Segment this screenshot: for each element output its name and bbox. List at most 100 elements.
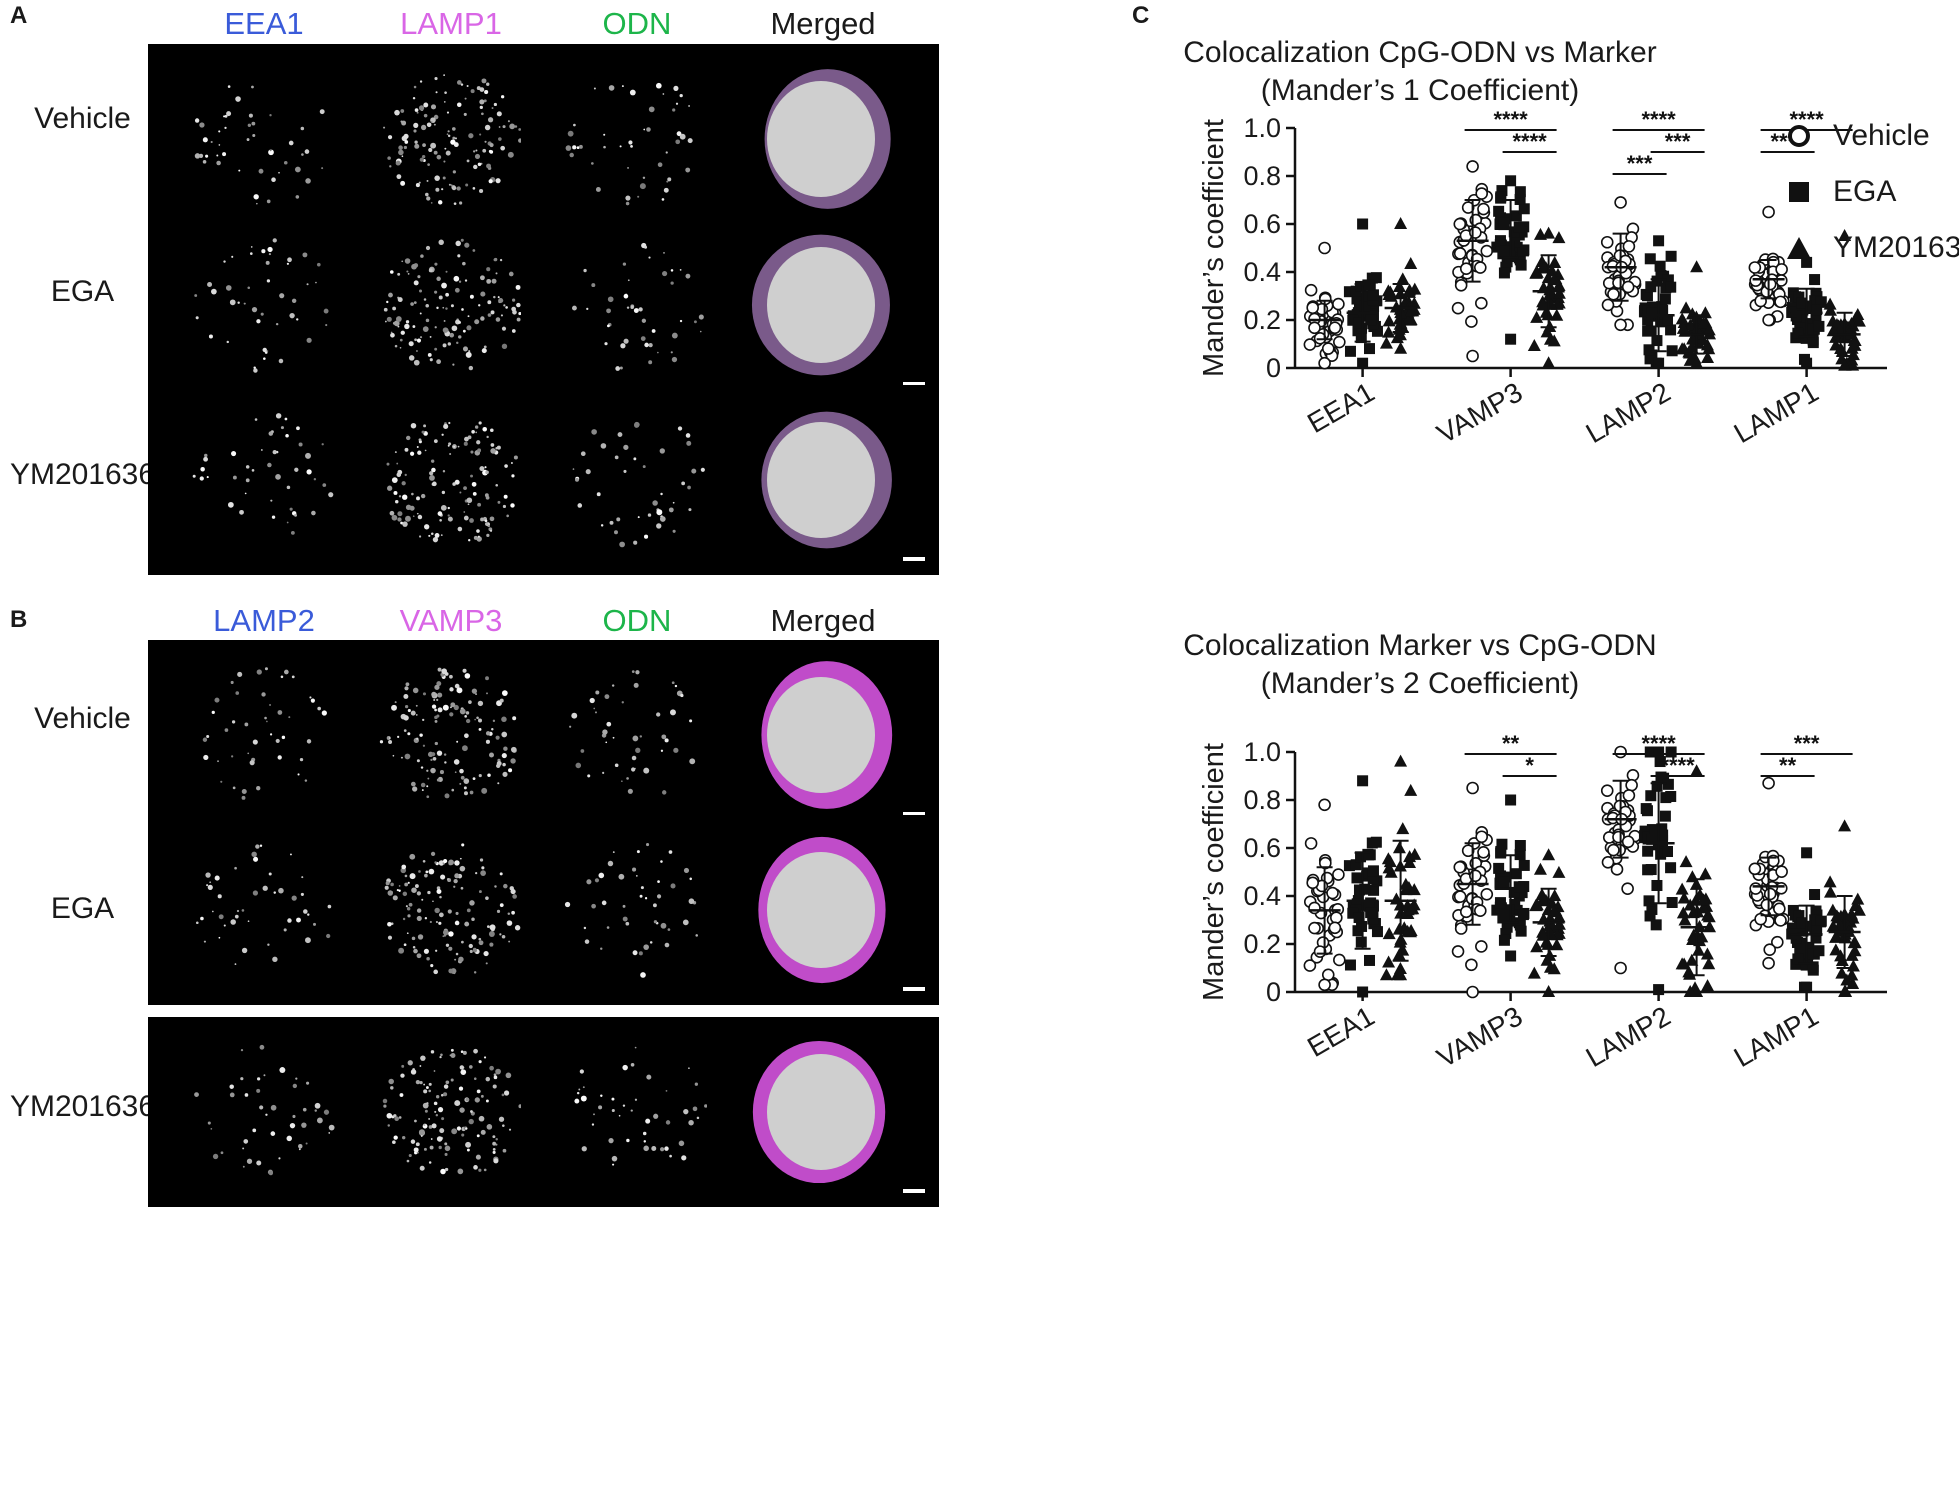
data-point — [1838, 819, 1852, 832]
data-point — [1326, 886, 1339, 900]
data-point — [1662, 274, 1674, 286]
data-point — [1514, 840, 1526, 852]
data-point — [1542, 226, 1556, 239]
data-point — [1646, 833, 1658, 845]
data-point — [1665, 281, 1677, 293]
data-point — [1318, 978, 1331, 992]
x-tick-label: LAMP2 — [1581, 1000, 1676, 1073]
data-point — [1666, 896, 1678, 908]
data-point — [1552, 286, 1566, 299]
data-point — [1359, 300, 1371, 312]
data-point — [1762, 313, 1775, 327]
data-point — [1846, 959, 1860, 972]
chart-title: Colocalization CpG-ODN vs Marker — [1183, 40, 1656, 69]
data-point — [1702, 910, 1716, 923]
data-point — [1552, 917, 1566, 930]
data-point — [1644, 353, 1656, 365]
data-point — [1642, 864, 1654, 876]
data-point — [1344, 959, 1356, 971]
data-point — [1364, 954, 1376, 966]
data-point — [1379, 968, 1393, 981]
panel-b-col-4: Merged — [770, 603, 876, 638]
data-point — [1401, 924, 1415, 937]
y-tick-label: 1.0 — [1243, 113, 1281, 143]
data-point — [1542, 848, 1556, 861]
data-point — [1829, 330, 1843, 343]
data-point — [1505, 333, 1517, 345]
data-point — [1404, 304, 1418, 317]
data-point — [1642, 845, 1654, 857]
data-point — [1655, 316, 1667, 328]
data-point — [1401, 313, 1415, 326]
data-point — [1543, 320, 1557, 333]
data-point — [1465, 958, 1478, 972]
data-point — [1621, 835, 1635, 849]
data-point — [1685, 340, 1699, 353]
data-point — [1517, 245, 1529, 257]
data-point — [1332, 297, 1345, 311]
data-point — [1368, 884, 1380, 896]
data-point — [1547, 962, 1561, 975]
data-point — [1351, 872, 1363, 884]
data-point — [1852, 314, 1866, 327]
significance-label: *** — [1794, 731, 1820, 756]
data-point — [1792, 953, 1804, 965]
data-point — [1823, 303, 1837, 316]
data-point — [1677, 891, 1691, 904]
data-point — [1607, 843, 1620, 857]
x-tick-label: EEA1 — [1302, 376, 1380, 439]
significance-label: **** — [1641, 107, 1676, 132]
data-point — [1396, 822, 1410, 835]
data-point — [1308, 921, 1321, 935]
data-point — [1763, 887, 1777, 901]
data-point — [1848, 338, 1862, 351]
data-point — [1404, 783, 1418, 796]
data-point — [1622, 789, 1636, 802]
data-point — [1392, 841, 1406, 854]
data-point — [1600, 235, 1614, 249]
data-point — [1614, 745, 1627, 759]
data-point — [1499, 245, 1511, 257]
data-point — [1453, 860, 1467, 874]
data-point — [1810, 932, 1822, 944]
filled-square-icon — [1789, 182, 1809, 202]
data-point — [1547, 334, 1561, 347]
data-point — [1505, 950, 1517, 962]
micrograph-a-1-4 — [707, 44, 939, 234]
data-point — [1466, 781, 1479, 795]
data-point — [1356, 920, 1368, 932]
panel-b-col-2: VAMP3 — [399, 603, 503, 638]
data-point — [1702, 323, 1716, 336]
panel-a-col-2: LAMP1 — [400, 6, 502, 41]
data-point — [1810, 310, 1822, 322]
data-point — [1650, 919, 1662, 931]
data-point — [1542, 356, 1556, 369]
data-point — [1622, 240, 1636, 253]
data-point — [1530, 310, 1544, 323]
data-point — [1382, 927, 1396, 940]
data-point — [1676, 321, 1690, 334]
data-point — [1475, 830, 1488, 844]
data-point — [1651, 335, 1663, 347]
y-axis-label: Mander’s coefficient — [1198, 119, 1230, 377]
data-point — [1656, 823, 1668, 835]
data-point — [1653, 984, 1665, 996]
data-point — [1675, 957, 1689, 970]
data-point — [1835, 966, 1849, 979]
data-point — [1403, 856, 1417, 869]
data-point — [1552, 231, 1566, 244]
data-point — [1815, 296, 1827, 308]
data-point — [1357, 218, 1369, 230]
data-point — [1480, 244, 1494, 258]
panel-letter-b: B — [10, 606, 28, 633]
data-point — [1809, 914, 1821, 926]
data-point — [1394, 341, 1408, 354]
data-point — [1600, 784, 1614, 797]
data-point — [1382, 314, 1396, 327]
data-point — [1365, 907, 1377, 919]
data-point — [1754, 294, 1767, 308]
scale-bar — [903, 812, 925, 816]
data-point — [1550, 308, 1564, 321]
data-point — [1754, 912, 1767, 926]
micrograph-b-2-4 — [707, 815, 939, 1005]
